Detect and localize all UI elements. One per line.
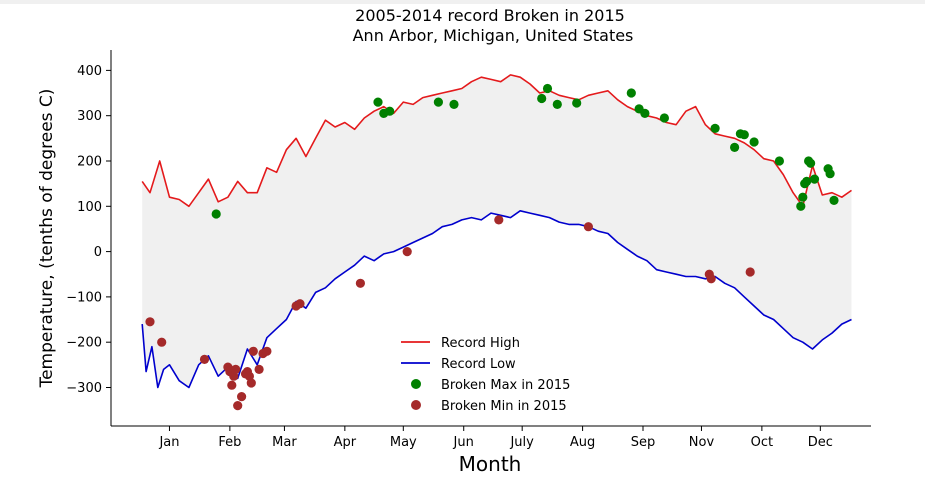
series-line-record-high [141,74,852,208]
broken-max-point [640,108,650,118]
broken-min-point [745,267,755,277]
top-bar [0,0,925,4]
broken-max-point [659,113,670,123]
legend-swatch-broken-max [411,379,421,389]
x-tick-label: May [390,435,417,450]
broken-max-point [774,156,785,166]
x-tick-label: Feb [218,435,241,450]
y-tick-label: 300 [77,109,102,124]
legend-swatch-broken-min [411,400,421,410]
broken-max-point [802,176,812,186]
broken-max-point [749,137,759,147]
y-tick-label: 200 [77,154,102,169]
broken-min-point [231,364,241,374]
broken-max-point [798,192,808,202]
broken-max-point [626,88,636,98]
y-tick-label: 400 [77,64,102,79]
broken-max-point [433,97,443,107]
x-tick-label: Jan [158,435,179,450]
series-line-record-low [141,210,852,389]
x-axis-ticks: Jan Feb Mar Apr May Jun July Aug Sep Nov Oct Dec [158,426,833,450]
broken-max-point [739,130,749,140]
broken-max-point [730,142,740,152]
broken-max-point [806,158,816,168]
y-tick-label: 100 [77,200,102,215]
broken-max-point [809,174,820,184]
y-tick-label: 0 [94,245,102,260]
broken-min-point [227,380,237,390]
broken-min-point [706,274,716,284]
x-tick-label: Mar [272,435,297,450]
legend-label-record-low: Record Low [441,357,516,372]
y-axis-label: Temperature, (tenths of degrees C) [37,89,57,389]
broken-max-point [572,98,582,108]
y-axis-ticks: −300 −200 −100 0 100 200 300 400 [66,64,111,396]
broken-max-point [385,106,395,116]
broken-min-point [583,222,594,232]
legend: Record High Record Low Broken Max in 201… [401,336,570,414]
broken-min-point [254,364,264,374]
broken-min-point [199,354,210,364]
x-axis-label: Month [459,452,522,476]
legend-label-broken-max: Broken Max in 2015 [441,378,570,393]
x-tick-label: Oct [751,435,773,450]
broken-max-point [552,99,562,109]
broken-min-point [402,247,412,257]
legend-label-record-high: Record High [441,336,520,351]
fill-between-band [142,74,852,388]
x-tick-label: Sep [631,435,656,450]
broken-max-point [829,195,839,205]
broken-max-point [537,93,547,104]
y-tick-label: −300 [66,381,102,396]
x-tick-label: Jun [453,435,474,450]
broken-min-point [157,337,167,347]
y-tick-label: −200 [66,336,102,351]
broken-max-point [449,99,459,109]
y-tick-label: −100 [66,290,102,305]
broken-max-point [825,169,835,179]
broken-min-point [145,317,155,327]
legend-label-broken-min: Broken Min in 2015 [441,399,567,414]
chart-subtitle: Ann Arbor, Michigan, United States [353,26,634,45]
broken-max-point [710,123,720,133]
broken-min-point [246,378,256,388]
broken-min-point [494,215,504,225]
broken-min-point [295,299,305,309]
plot-area [141,74,852,411]
x-tick-label: Apr [334,435,357,450]
broken-max-point [211,209,221,219]
broken-min-point [262,346,272,356]
chart-title: 2005-2014 record Broken in 2015 [355,6,625,25]
broken-min-point [248,346,258,356]
x-tick-label: July [509,435,534,450]
broken-min-point [237,392,247,402]
x-tick-label: Nov [689,435,715,450]
broken-max-point [796,201,806,211]
broken-min-point [355,278,365,288]
broken-max-point [373,97,383,107]
broken-max-point [542,83,553,94]
x-tick-label: Aug [570,435,595,450]
broken-min-point [233,401,243,411]
x-tick-label: Dec [808,435,833,450]
